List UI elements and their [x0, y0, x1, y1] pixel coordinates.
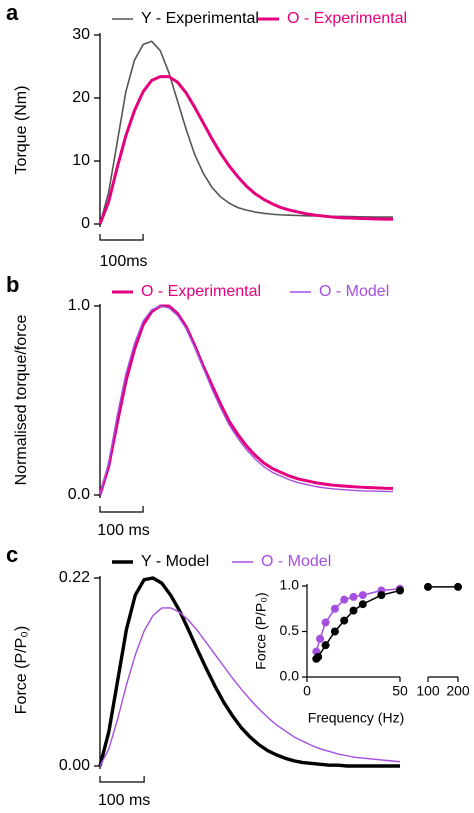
legend-label: O - Model [319, 283, 389, 300]
y-tick-label: 0.22 [59, 569, 90, 586]
y-tick-label: 0 [81, 215, 90, 232]
legend-label: Y - Model [141, 553, 209, 570]
scale-bar-label: 100ms [100, 253, 148, 270]
scale-bar [99, 776, 145, 783]
x-axis-label: Frequency (Hz) [308, 710, 404, 726]
data-point [358, 600, 367, 609]
legend-label: Y - Experimental [141, 10, 259, 27]
x-tick-label: 100 [416, 683, 440, 699]
y-tick-label: 10 [72, 152, 90, 169]
y-tick-label: 0.00 [59, 757, 90, 774]
series-line [98, 75, 394, 225]
data-point [330, 604, 339, 613]
data-point [396, 586, 404, 595]
series-line [99, 305, 394, 496]
data-point [424, 582, 432, 591]
x-tick-label: 0 [303, 683, 311, 699]
data-point [316, 634, 325, 643]
y-tick-label: 0.0 [68, 486, 90, 503]
y-tick-label: 20 [72, 89, 90, 106]
scale-bar-label: 100 ms [97, 522, 149, 539]
data-point [321, 641, 330, 650]
y-axis-label: Torque (Nm) [13, 86, 30, 175]
legend-label: O - Experimental [287, 10, 407, 27]
y-axis-label: Force (P/P₀) [13, 626, 30, 714]
y-tick-label: 30 [72, 26, 90, 43]
series-line [99, 40, 393, 225]
fit-line [315, 586, 458, 660]
panel-label: b [6, 272, 19, 297]
series-line [99, 607, 401, 767]
scale-bar [99, 234, 144, 241]
y-tick-label: 1.0 [68, 297, 90, 314]
data-point [454, 582, 462, 591]
data-point [358, 591, 367, 600]
y-axis-label: Force (P/P₀) [253, 592, 269, 669]
panel-label: a [6, 0, 19, 25]
data-point [377, 591, 386, 600]
y-tick-label: 0.5 [280, 622, 300, 638]
y-tick-label: 0.0 [280, 668, 300, 684]
legend-label: O - Experimental [141, 283, 261, 300]
x-tick-label: 50 [392, 683, 408, 699]
data-point [340, 595, 349, 604]
x-tick-label: 200 [446, 683, 470, 699]
legend-label: O - Model [261, 553, 331, 570]
series-line [98, 576, 400, 768]
panel-label: c [6, 542, 18, 567]
scale-bar [99, 506, 144, 513]
y-axis-label: Normalised torque/force [13, 315, 30, 486]
scale-bar-label: 100 ms [98, 792, 150, 809]
data-point [314, 652, 323, 661]
series-line [98, 304, 394, 496]
data-point [340, 616, 349, 625]
data-point [349, 592, 358, 601]
data-point [330, 627, 339, 636]
y-tick-label: 1.0 [280, 577, 300, 593]
data-point [321, 618, 330, 627]
data-point [349, 606, 358, 615]
